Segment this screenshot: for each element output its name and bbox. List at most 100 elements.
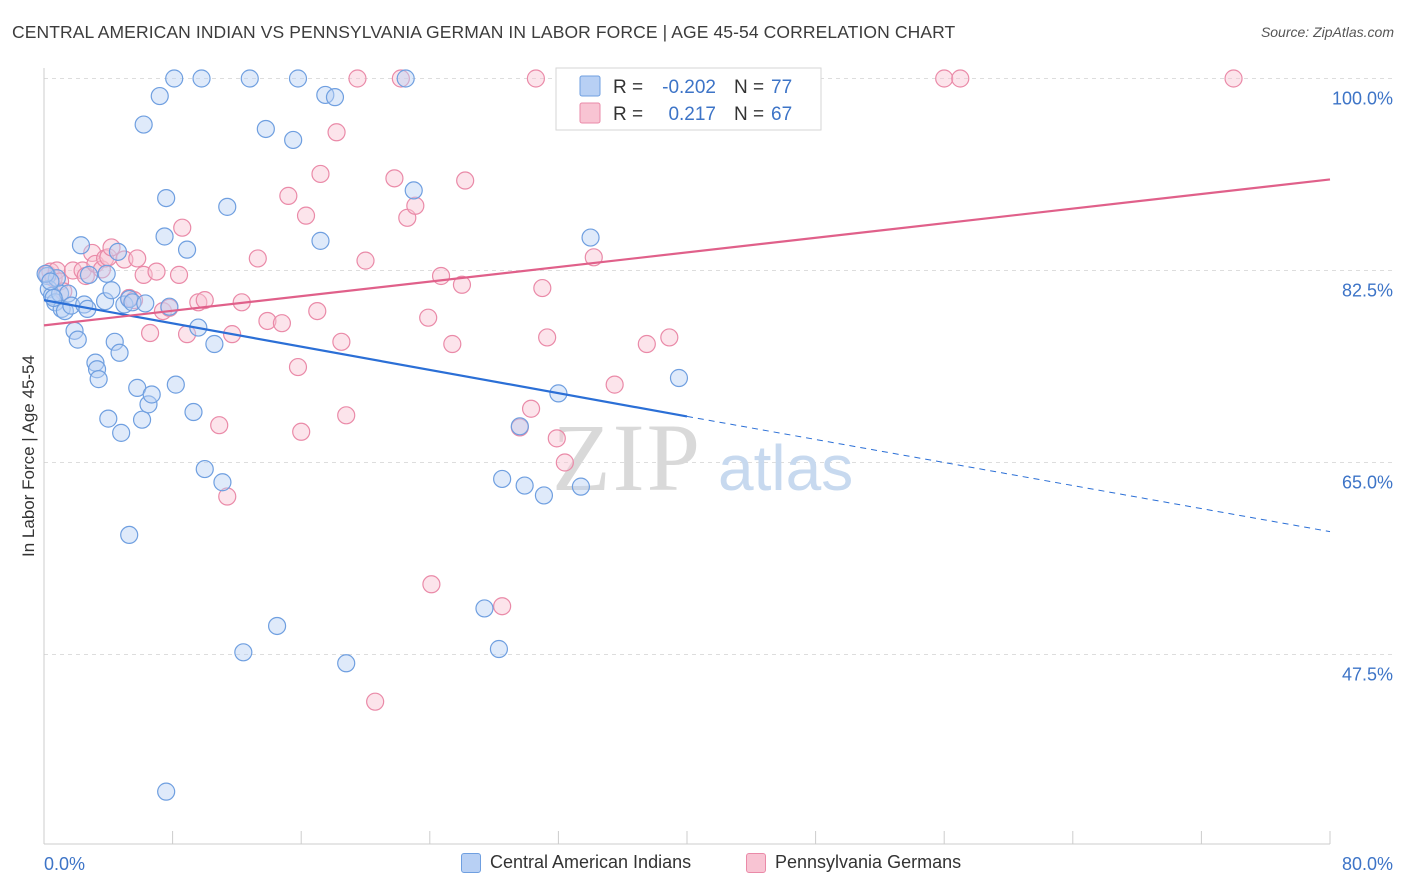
pink-data-point: [218, 487, 237, 506]
stats-n-value-blue: 77: [771, 77, 792, 98]
blue-data-point: [256, 119, 275, 139]
watermark-atlas: atlas: [718, 432, 853, 504]
blue-data-point: [41, 272, 60, 291]
y-tick-label: 82.5%: [1342, 281, 1393, 301]
blue-data-point: [95, 292, 115, 311]
pink-data-point: [422, 575, 441, 594]
blue-trend-line: [43, 299, 688, 418]
blue-data-point: [475, 599, 494, 618]
pink-data-point: [366, 692, 385, 711]
blue-trend-line-extension: [686, 415, 1331, 533]
legend-swatch-blue: [461, 852, 481, 873]
blue-data-point: [195, 459, 214, 479]
blue-data-point: [571, 477, 591, 496]
pink-data-point: [332, 332, 351, 351]
blue-data-point: [59, 284, 78, 303]
blue-data-point: [79, 265, 99, 284]
pink-data-point: [195, 291, 214, 310]
pink-data-point: [47, 261, 66, 280]
pink-data-point: [452, 275, 472, 294]
pink-data-point: [140, 323, 160, 343]
blue-data-point: [97, 264, 116, 283]
blue-data-point: [157, 188, 176, 208]
pink-data-point: [258, 311, 277, 331]
legend-item-central-american-indians[interactable]: Central American Indians: [461, 852, 691, 873]
pink-data-point: [311, 164, 330, 184]
y-tick-labels: 100.0% 82.5% 65.0% 47.5%: [1332, 89, 1393, 685]
blue-data-point: [120, 525, 139, 545]
pink-data-point: [296, 206, 316, 225]
stats-legend-pink-swatch: [579, 102, 601, 124]
pink-data-point: [272, 314, 292, 333]
pink-data-point: [660, 328, 679, 347]
blue-data-point: [404, 181, 423, 200]
pink-data-point: [356, 251, 375, 270]
pink-data-point: [637, 334, 656, 354]
pink-data-point: [337, 406, 356, 425]
stats-r-value-blue: -0.202: [662, 77, 716, 98]
pink-data-point: [308, 301, 327, 321]
blue-data-point: [166, 375, 185, 394]
pink-data-point: [385, 169, 404, 188]
blue-data-point: [136, 294, 155, 313]
trend-lines: [43, 178, 1331, 533]
legend-label-central-american-indians: Central American Indians: [490, 852, 692, 872]
blue-data-point: [240, 69, 259, 88]
blue-data-point: [284, 130, 303, 150]
blue-data-point: [99, 409, 118, 428]
blue-data-point: [108, 242, 128, 261]
blue-data-point: [205, 334, 224, 354]
blue-data-point: [155, 227, 174, 246]
blue-data-point: [510, 417, 529, 436]
stats-r-value-pink: 0.217: [668, 104, 716, 125]
series-legend: Central American Indians Pennsylvania Ge…: [0, 852, 1406, 878]
blue-data-point: [132, 410, 152, 429]
stats-r-label-pink: R =: [613, 104, 643, 125]
blue-data-point: [218, 197, 237, 216]
pink-data-point: [533, 278, 552, 298]
x-tick-label-max: 80.0%: [1342, 854, 1393, 874]
pink-data-point: [327, 123, 346, 142]
legend-swatch-pink: [746, 852, 766, 873]
blue-series-points: [36, 69, 689, 801]
stats-legend: R = -0.202 N = 77 R = 0.217 N = 67: [555, 67, 822, 131]
blue-data-point: [68, 330, 87, 349]
blue-data-point: [267, 616, 287, 636]
pink-data-point: [456, 171, 475, 190]
pink-data-point: [147, 262, 166, 281]
pink-data-point: [288, 357, 308, 377]
pink-data-point: [169, 265, 189, 284]
y-axis-label: In Labor Force | Age 45-54: [19, 355, 38, 557]
pink-data-point: [1224, 69, 1243, 88]
pink-data-point: [555, 453, 574, 472]
blue-data-point: [325, 88, 345, 107]
y-tick-label: 65.0%: [1342, 473, 1393, 493]
pink-data-point: [292, 422, 311, 441]
blue-data-point: [184, 402, 203, 422]
pink-data-point: [935, 69, 954, 88]
pink-data-point: [493, 597, 512, 616]
pink-data-point: [521, 399, 541, 418]
pink-data-point: [391, 69, 410, 88]
blue-data-point: [515, 476, 534, 495]
pink-data-point: [348, 69, 367, 88]
pink-trend-line: [43, 178, 1331, 327]
pink-data-point: [526, 69, 545, 88]
blue-data-point: [311, 231, 330, 250]
blue-data-point: [134, 115, 153, 134]
pink-data-point: [128, 249, 147, 268]
blue-data-point: [139, 395, 158, 414]
legend-item-pennsylvania-germans[interactable]: Pennsylvania Germans: [746, 852, 961, 873]
blue-data-point: [234, 643, 253, 662]
pink-data-point: [951, 69, 970, 88]
x-axis-ticks: [43, 831, 1331, 844]
blue-data-point: [89, 370, 108, 389]
pink-data-point: [419, 308, 438, 327]
legend-label-pennsylvania-germans: Pennsylvania Germans: [775, 852, 962, 872]
blue-data-point: [337, 654, 356, 673]
stats-n-label-pink: N =: [734, 104, 764, 125]
blue-data-point: [581, 228, 600, 247]
blue-data-point: [177, 240, 197, 259]
pink-data-point: [547, 429, 566, 448]
y-tick-label: 100.0%: [1332, 89, 1393, 109]
